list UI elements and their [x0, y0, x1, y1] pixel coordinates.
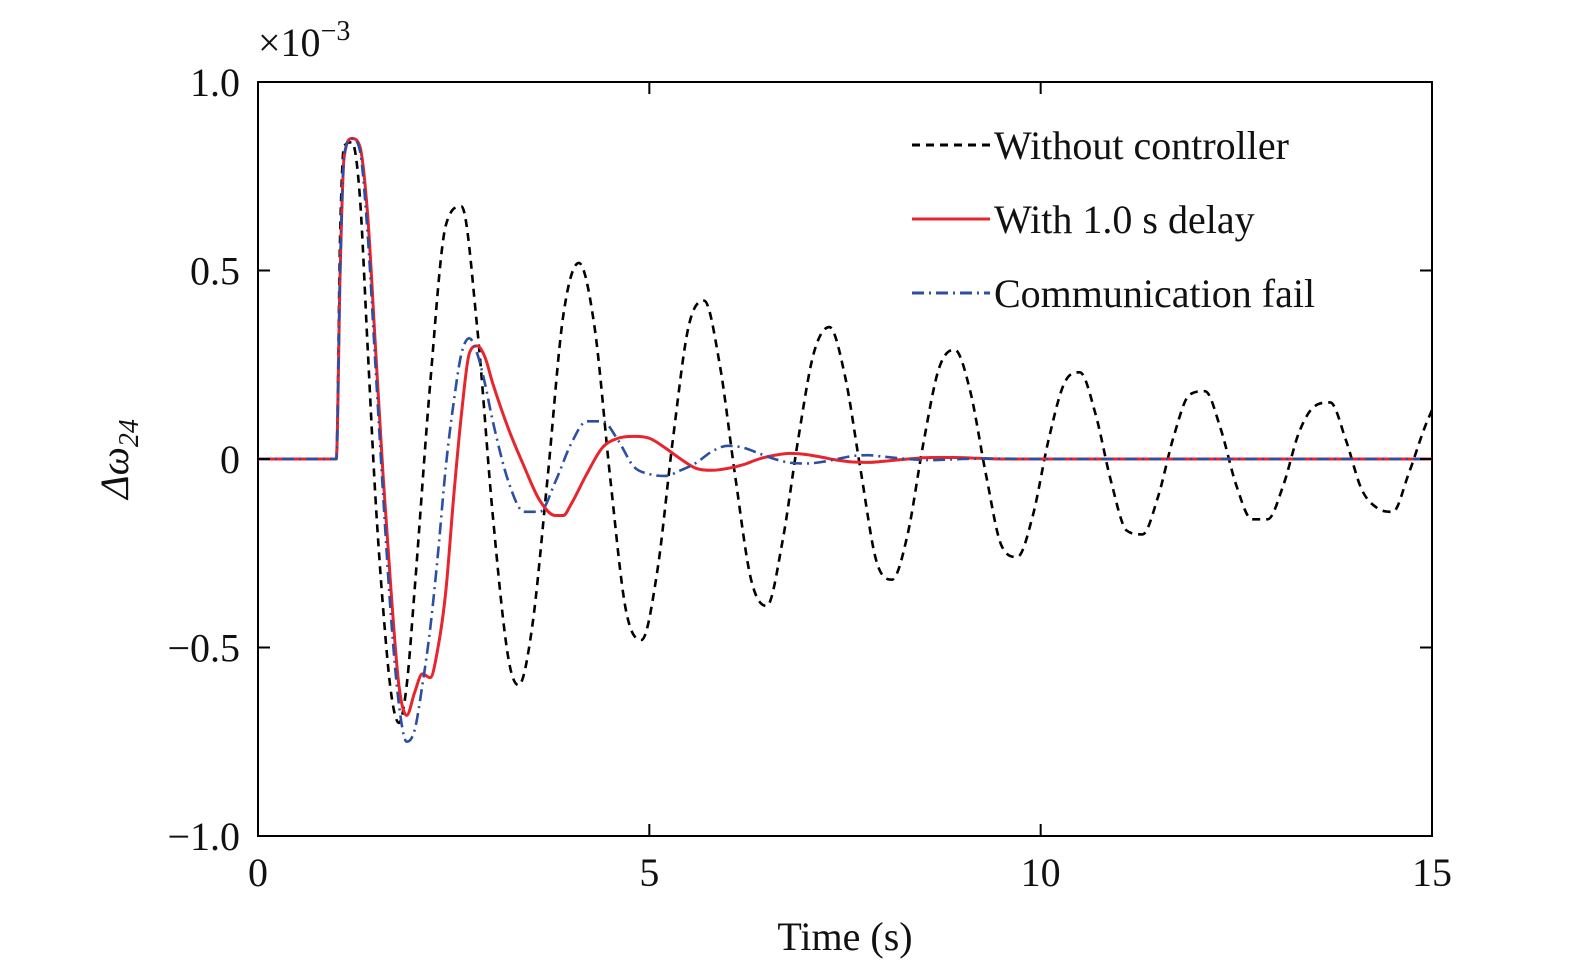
- y-tick-label: 0.5: [190, 249, 240, 294]
- y-tick-label: 0: [220, 437, 240, 482]
- y-tick-label: −1.0: [167, 814, 240, 859]
- ticks-layer: 0 5 10 15 1.0 0.5 0 −0.5 −1.0: [167, 60, 1452, 895]
- series-line-with-1-0-s-delay: [258, 137, 1432, 717]
- legend: Without controller With 1.0 s delay Comm…: [912, 123, 1315, 316]
- x-axis-title: Time (s): [777, 914, 912, 959]
- y-scale-label: ×10−3: [258, 16, 350, 65]
- legend-label-communication-fail: Communication fail: [994, 271, 1315, 316]
- x-tick-label: 15: [1412, 850, 1452, 895]
- series-layer: [258, 137, 1434, 744]
- x-tick-label: 0: [248, 850, 268, 895]
- legend-label-with-delay: With 1.0 s delay: [994, 197, 1255, 242]
- y-tick-label: −0.5: [167, 626, 240, 671]
- y-tick-label: 1.0: [190, 60, 240, 105]
- x-tick-label: 5: [639, 850, 659, 895]
- legend-label-without-controller: Without controller: [994, 123, 1289, 168]
- x-tick-label: 10: [1021, 850, 1061, 895]
- y-axis-title: Δω24: [92, 419, 145, 501]
- series-line-communication-fail: [258, 137, 1432, 744]
- series-line-without-controller: [258, 141, 1434, 725]
